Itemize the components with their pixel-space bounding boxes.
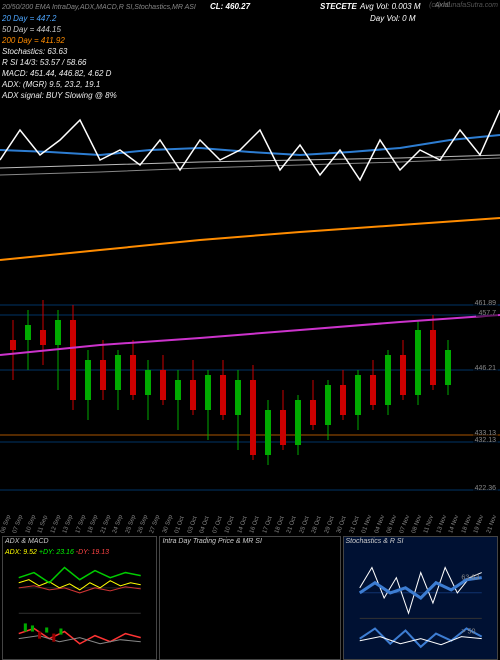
panel-title-2: Intra Day Trading Price & MR SI xyxy=(162,538,261,545)
x-tick: 19 Nov xyxy=(473,510,487,535)
x-tick: 27 Sep xyxy=(150,510,164,535)
price-level-label: 432.13 xyxy=(473,437,498,444)
ema50-text: 50 Day = 444.15 xyxy=(2,24,196,35)
x-tick: 11 Nov xyxy=(423,510,437,535)
x-tick: 06 Nov xyxy=(386,510,400,535)
adx-text: ADX: (MGR) 9.5, 23.2, 19.1 xyxy=(2,79,196,90)
avg-volume: Avg Vol: 0.003 M xyxy=(360,2,420,11)
mdy-val: -DY: 19.13 xyxy=(76,549,109,556)
x-tick: 18 Sep xyxy=(87,510,101,535)
panel-adx-values: ADX: 9.52 +DY: 23.16 -DY: 19.13 xyxy=(5,549,109,556)
stoch-label-2: > 50 xyxy=(461,628,475,636)
pdy-val: +DY: 23.16 xyxy=(39,549,74,556)
adx-signal-text: ADX signal: BUY Slowing @ 8% xyxy=(2,90,196,101)
x-tick: 21 Oct xyxy=(286,510,300,535)
panel-adx-macd: ADX & MACD ADX: 9.52 +DY: 23.16 -DY: 19.… xyxy=(2,536,157,660)
adx-val: ADX: 9.52 xyxy=(5,549,37,556)
panel-title-3: Stochastics & R SI xyxy=(346,538,404,545)
panel-stoch-rsi: Stochastics & R SI 63.63 > 50 xyxy=(343,536,498,660)
ticker-symbol: STECETE xyxy=(320,2,357,11)
price-level-label: 461.89 xyxy=(473,300,498,307)
x-tick: 01 Nov xyxy=(361,510,375,535)
panel-title-1: ADX & MACD xyxy=(5,538,49,545)
x-tick: 04 Oct xyxy=(199,510,213,535)
x-tick: 16 Oct xyxy=(249,510,263,535)
indicators-line: 20/50/200 EMA IntraDay,ADX,MACD,R SI,Sto… xyxy=(2,2,196,13)
x-axis: 06 Sep07 Sep10 Sep11 Sep12 Sep13 Sep17 S… xyxy=(0,510,500,534)
macd-text: MACD: 451.44, 446.82, 4.62 D xyxy=(2,68,196,79)
x-tick: 30 Oct xyxy=(336,510,350,535)
price-level-label: 422.36 xyxy=(473,485,498,492)
x-tick: 11 Sep xyxy=(37,510,51,535)
price-level-label: 446.21 xyxy=(473,365,498,372)
x-tick: 28 Oct xyxy=(311,510,325,535)
x-tick: 24 Sep xyxy=(112,510,126,535)
x-tick: 21 Nov xyxy=(486,510,500,535)
panel3-svg: 63.63 > 50 xyxy=(344,537,497,659)
info-block: 20/50/200 EMA IntraDay,ADX,MACD,R SI,Sto… xyxy=(2,2,196,101)
rsi-text: R SI 14/3: 53.57 / 58.66 xyxy=(2,57,196,68)
price-level-label: 433.13 xyxy=(473,430,498,437)
day-volume: Day Vol: 0 M xyxy=(370,14,416,23)
x-tick: 10 Oct xyxy=(224,510,238,535)
x-tick: 01 Oct xyxy=(174,510,188,535)
credit-label: (cc) MunafaSutra.com xyxy=(429,2,498,9)
close-price: CL: 460.27 xyxy=(210,2,250,11)
sub-panels: ADX & MACD ADX: 9.52 +DY: 23.16 -DY: 19.… xyxy=(0,536,500,660)
x-tick: 14 Nov xyxy=(448,510,462,535)
x-tick: 07 Sep xyxy=(13,510,27,535)
x-tick: 13 Sep xyxy=(62,510,76,535)
price-level-label: 457.7 xyxy=(476,310,498,317)
stoch-text: Stochastics: 63.63 xyxy=(2,46,196,57)
ema200-text: 200 Day = 411.92 xyxy=(2,35,196,46)
stoch-label-1: 63.63 xyxy=(461,574,479,582)
ema20-text: 20 Day = 447.2 xyxy=(2,13,196,24)
panel-intraday: Intra Day Trading Price & MR SI xyxy=(159,536,340,660)
